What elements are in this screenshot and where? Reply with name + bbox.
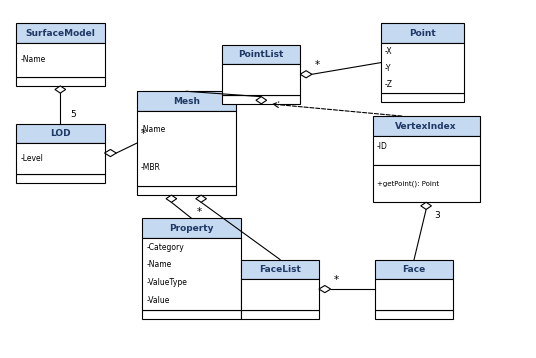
Polygon shape xyxy=(256,97,267,104)
Text: -Level: -Level xyxy=(20,154,43,163)
Bar xyxy=(381,23,464,43)
Text: Property: Property xyxy=(169,224,214,233)
Text: -Name: -Name xyxy=(146,260,172,270)
Polygon shape xyxy=(166,195,177,202)
Polygon shape xyxy=(105,150,116,157)
Bar xyxy=(222,95,300,104)
Text: Mesh: Mesh xyxy=(173,97,200,106)
Text: *: * xyxy=(333,275,339,285)
Polygon shape xyxy=(421,202,431,209)
Bar xyxy=(373,116,480,136)
Polygon shape xyxy=(319,286,331,293)
Bar xyxy=(241,310,319,319)
Bar xyxy=(375,310,453,319)
Text: *: * xyxy=(315,60,321,70)
Text: 5: 5 xyxy=(70,110,76,119)
Text: -ValueType: -ValueType xyxy=(146,278,187,287)
Text: -Y: -Y xyxy=(385,63,391,73)
Polygon shape xyxy=(196,195,206,202)
Text: *: * xyxy=(197,207,202,217)
Bar xyxy=(222,64,300,95)
Bar xyxy=(381,93,464,102)
Text: -Name: -Name xyxy=(141,125,166,134)
Text: SurfaceModel: SurfaceModel xyxy=(25,29,95,38)
Bar xyxy=(142,238,241,310)
Bar xyxy=(142,310,241,319)
Text: Point: Point xyxy=(409,29,435,38)
Bar xyxy=(16,174,105,183)
Polygon shape xyxy=(300,71,312,78)
Bar xyxy=(222,45,300,64)
Bar xyxy=(375,279,453,310)
Bar xyxy=(16,77,105,86)
Bar xyxy=(375,260,453,279)
Text: PointList: PointList xyxy=(239,50,284,59)
Text: +getPoint(): Point: +getPoint(): Point xyxy=(377,180,439,187)
Text: 3: 3 xyxy=(434,211,440,221)
Text: -Category: -Category xyxy=(146,242,184,252)
Text: FaceList: FaceList xyxy=(259,265,301,274)
Bar xyxy=(373,165,480,202)
Text: -ID: -ID xyxy=(377,141,388,151)
Bar xyxy=(16,143,105,174)
Bar xyxy=(16,43,105,77)
Text: *: * xyxy=(141,129,146,139)
Bar xyxy=(241,279,319,310)
Bar xyxy=(241,260,319,279)
Bar xyxy=(16,124,105,143)
Bar xyxy=(142,218,241,238)
Text: -Value: -Value xyxy=(146,296,170,305)
Polygon shape xyxy=(55,86,65,93)
Text: Face: Face xyxy=(403,265,426,274)
Bar xyxy=(137,111,236,186)
Bar xyxy=(137,186,236,195)
Text: -X: -X xyxy=(385,47,392,56)
Bar xyxy=(137,91,236,111)
Text: -MBR: -MBR xyxy=(141,163,161,172)
Text: VertexIndex: VertexIndex xyxy=(396,122,457,131)
Text: -Z: -Z xyxy=(385,80,393,89)
Bar xyxy=(373,136,480,165)
Text: LOD: LOD xyxy=(50,129,71,138)
Bar xyxy=(16,23,105,43)
Bar xyxy=(381,43,464,93)
Text: -Name: -Name xyxy=(20,55,46,64)
